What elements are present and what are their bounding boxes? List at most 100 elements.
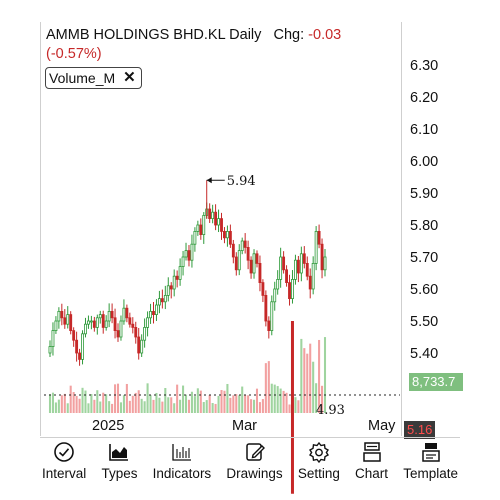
chart-button[interactable]: Chart	[355, 438, 388, 485]
chart-label: Chart	[355, 466, 389, 481]
volume-value-tag: 8,733.7	[409, 373, 463, 391]
candle-body	[131, 323, 135, 328]
candle-body	[143, 326, 147, 341]
candle-body	[308, 275, 312, 290]
drawings-label: Drawings	[226, 466, 283, 481]
volume-bar	[235, 394, 238, 413]
candle-body	[246, 246, 250, 261]
volume-bar	[75, 395, 78, 413]
price-axis-label: 6.00	[410, 154, 439, 170]
volume-bar	[255, 388, 259, 413]
x-axis-label-may: May	[368, 418, 396, 434]
volume-bar	[202, 402, 205, 413]
candle-body	[155, 304, 158, 316]
interval-label: Daily	[229, 27, 262, 43]
volume-bar	[125, 383, 128, 413]
candle-body	[87, 320, 90, 325]
volume-bar	[208, 395, 211, 413]
volume-bar	[273, 384, 276, 413]
volume-bar	[128, 400, 131, 413]
candle-body	[101, 314, 105, 328]
template-button[interactable]: Template	[403, 438, 458, 485]
volume-bar	[108, 401, 111, 413]
volume-bar	[146, 383, 149, 413]
candle-body	[113, 317, 117, 331]
volume-bar	[252, 399, 256, 413]
volume-bar	[111, 403, 114, 413]
chart-icon	[362, 442, 381, 462]
volume-bar	[99, 401, 102, 413]
volume-bar	[114, 384, 117, 413]
volume-bar	[312, 361, 315, 413]
volume-bar	[193, 396, 196, 413]
indicators-button[interactable]: Indicators	[153, 438, 211, 485]
volume-bar	[267, 361, 270, 413]
volume-bar	[261, 399, 264, 413]
chart-header: AMMB HOLDINGS BHD.KL Daily Chg: -0.03 (-…	[46, 26, 341, 64]
candle-body	[285, 269, 288, 283]
candle-body	[279, 256, 283, 280]
candle-body	[172, 275, 176, 290]
candle-body	[140, 339, 144, 354]
volume-bar	[96, 390, 99, 413]
volume-bar	[187, 399, 191, 413]
candle-body	[296, 259, 300, 274]
clock-icon	[54, 442, 74, 462]
candle-body	[146, 317, 150, 328]
candle-body	[190, 243, 194, 261]
types-button[interactable]: Types	[101, 438, 137, 485]
candle-body	[323, 256, 327, 271]
price-axis-label: 5.60	[410, 282, 439, 298]
interval-button[interactable]: Interval	[42, 438, 86, 485]
volume-bar	[223, 390, 226, 413]
price-axis-label: 5.50	[410, 314, 439, 330]
bottom-toolbar: Interval Types Indicators Drawings Setti…	[40, 437, 460, 485]
volume-bar	[226, 383, 229, 413]
candle-body	[243, 240, 247, 248]
volume-bar	[164, 387, 167, 413]
candle-body	[299, 253, 303, 274]
candle-body	[48, 346, 52, 354]
volume-bar	[176, 384, 179, 413]
candle-body	[282, 256, 286, 271]
chart-area[interactable]	[40, 22, 402, 436]
candle-body	[249, 259, 253, 274]
drawings-button[interactable]: Drawings	[226, 438, 283, 485]
candle-body	[214, 211, 218, 226]
high-value-label: 5.94	[227, 174, 256, 189]
candle-body	[270, 301, 274, 331]
volume-bar	[318, 339, 321, 413]
candle-body	[320, 243, 324, 271]
setting-button[interactable]: Setting	[298, 438, 340, 485]
volume-bar	[170, 397, 173, 413]
volume-bar	[196, 388, 199, 413]
price-axis-label: 5.90	[410, 186, 439, 202]
volume-bar	[264, 363, 267, 413]
current-price-tag: 5.16	[404, 421, 436, 439]
candle-body	[252, 253, 256, 274]
candle-body	[217, 218, 220, 226]
volume-bar	[306, 353, 309, 413]
candle-body	[81, 333, 84, 360]
candle-body	[160, 298, 164, 303]
candle-body	[293, 259, 297, 280]
close-icon[interactable]: ✕	[123, 69, 136, 86]
candle-body	[152, 310, 155, 315]
indicators-icon	[172, 444, 191, 461]
candle-body	[199, 224, 203, 236]
candle-body	[78, 352, 82, 360]
candle-body	[84, 323, 87, 335]
volume-bar	[297, 400, 300, 413]
candle-body	[317, 230, 321, 245]
volume-bar	[63, 393, 66, 413]
volume-bar	[143, 401, 146, 413]
candle-body	[54, 320, 58, 332]
candle-body	[240, 240, 244, 252]
candle-body	[291, 278, 294, 299]
volume-indicator-chip[interactable]: Volume_M ✕	[45, 67, 142, 89]
volume-bar	[220, 390, 223, 413]
candle-body	[149, 310, 152, 319]
candle-body	[69, 314, 73, 332]
candle-body	[255, 253, 259, 264]
